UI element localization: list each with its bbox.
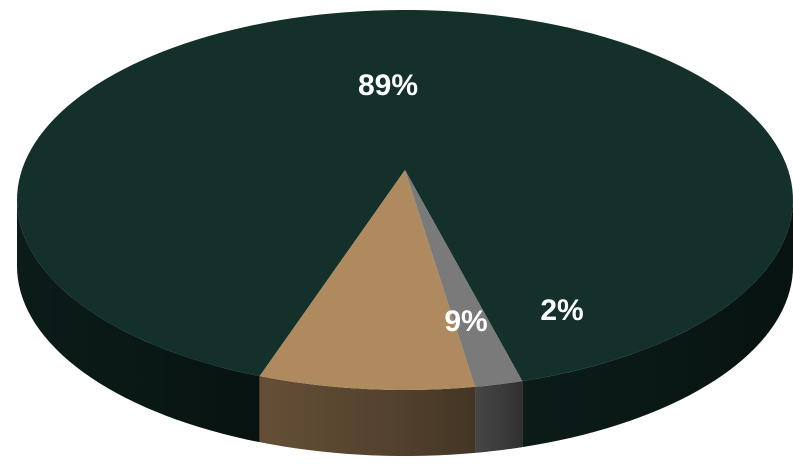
pie-slice-2-label: 2% [540,294,583,327]
pie-tops [17,10,793,390]
pie-slice-2-side-shade [475,381,522,453]
pie-slice-89-label: 89% [358,69,418,102]
pie-slice-9-label: 9% [444,305,487,338]
